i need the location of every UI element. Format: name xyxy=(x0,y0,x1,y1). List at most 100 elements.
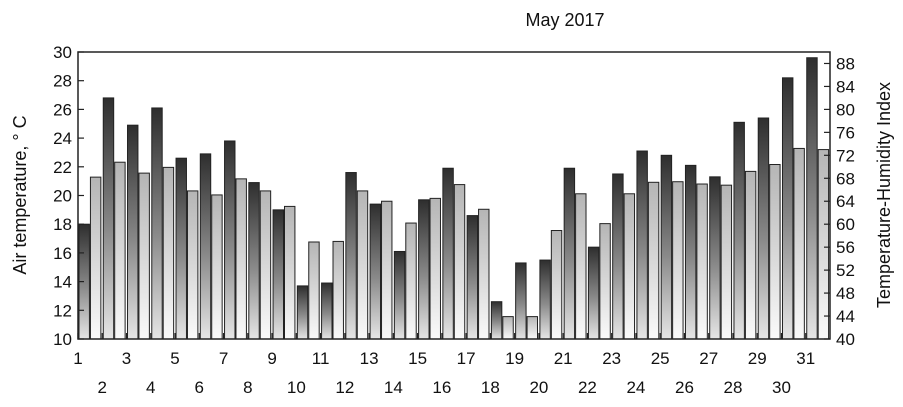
bar-thi-day-6 xyxy=(211,194,223,340)
bar-air-temperature-day-21 xyxy=(563,167,576,340)
bar-thi-day-10 xyxy=(308,241,320,340)
x-tick-label-odd: 1 xyxy=(73,349,82,368)
bar-thi-day-7 xyxy=(235,178,247,340)
bar-thi-day-30 xyxy=(793,147,805,340)
x-tick-label-odd: 25 xyxy=(651,349,670,368)
bar-air-temperature-day-18 xyxy=(490,301,503,340)
bar-air-temperature-day-10 xyxy=(296,285,309,340)
x-tick-label-odd: 13 xyxy=(360,349,379,368)
bar-air-temperature-day-15 xyxy=(418,199,430,340)
bar-air-temperature-day-9 xyxy=(272,209,284,340)
y-axis-label-left: Air temperature, ° C xyxy=(10,115,30,274)
bar-air-temperature-day-30 xyxy=(781,77,794,340)
y-left-tick-label: 10 xyxy=(53,330,72,349)
x-tick-label-odd: 11 xyxy=(312,349,330,368)
bar-air-temperature-day-4 xyxy=(151,107,163,340)
y-right-tick-label: 72 xyxy=(836,146,855,165)
bar-air-temperature-day-2 xyxy=(102,97,115,340)
y-left-tick-label: 14 xyxy=(53,273,72,292)
bar-air-temperature-day-5 xyxy=(175,157,187,340)
y-right-tick-label: 64 xyxy=(836,192,855,211)
bar-thi-day-29 xyxy=(769,164,781,340)
y-left-tick-label: 24 xyxy=(53,129,72,148)
y-left-tick-label: 20 xyxy=(53,187,72,206)
bar-thi-day-2 xyxy=(114,161,126,340)
bar-air-temperature-day-14 xyxy=(393,250,406,340)
bar-thi-day-28 xyxy=(744,170,757,340)
chart-title: May 2017 xyxy=(525,10,604,30)
bar-thi-day-21 xyxy=(575,193,587,340)
y-left-tick-label: 22 xyxy=(53,158,72,177)
bar-thi-day-13 xyxy=(381,200,393,340)
x-tick-label-even: 14 xyxy=(384,378,403,397)
bar-air-temperature-day-6 xyxy=(199,153,212,340)
bar-thi-day-14 xyxy=(405,222,417,340)
x-tick-label-odd: 27 xyxy=(699,349,718,368)
x-tick-label-even: 26 xyxy=(675,378,694,397)
bar-thi-day-18 xyxy=(502,316,514,340)
x-tick-label-odd: 9 xyxy=(267,349,276,368)
bar-air-temperature-day-29 xyxy=(757,117,770,340)
bar-thi-day-22 xyxy=(599,223,611,340)
bar-thi-day-12 xyxy=(356,190,369,340)
bar-thi-day-20 xyxy=(550,230,563,340)
x-tick-label-even: 4 xyxy=(146,378,155,397)
y-right-tick-label: 76 xyxy=(836,123,855,142)
y-right-tick-label: 44 xyxy=(836,307,855,326)
x-tick-label-odd: 7 xyxy=(219,349,228,368)
bar-thi-day-26 xyxy=(696,183,708,340)
x-tick-label-even: 28 xyxy=(724,378,743,397)
y-right-tick-label: 48 xyxy=(836,284,855,303)
bar-air-temperature-day-11 xyxy=(321,282,333,340)
bar-thi-day-5 xyxy=(186,190,199,340)
bar-air-temperature-day-26 xyxy=(684,164,697,340)
bar-thi-day-17 xyxy=(478,208,490,340)
x-tick-label-even: 18 xyxy=(481,378,500,397)
x-tick-label-odd: 23 xyxy=(602,349,621,368)
bar-air-temperature-day-3 xyxy=(127,124,139,340)
x-tick-label-even: 24 xyxy=(626,378,645,397)
bar-air-temperature-day-22 xyxy=(587,246,600,340)
y-right-tick-label: 88 xyxy=(836,54,855,73)
x-tick-label-odd: 3 xyxy=(122,349,131,368)
y-left-tick-label: 16 xyxy=(53,244,72,263)
x-tick-label-odd: 29 xyxy=(748,349,767,368)
x-tick-label-even: 2 xyxy=(98,378,107,397)
bar-thi-day-1 xyxy=(89,176,102,340)
bar-air-temperature-day-7 xyxy=(224,140,236,340)
x-tick-label-even: 10 xyxy=(287,378,306,397)
bar-air-temperature-day-24 xyxy=(636,150,648,340)
bar-air-temperature-day-12 xyxy=(345,172,357,340)
x-tick-label-even: 30 xyxy=(772,378,791,397)
bar-air-temperature-day-19 xyxy=(515,262,527,340)
bar-thi-day-8 xyxy=(259,190,272,340)
axes-layer: 1012141618202224262830404448525660646872… xyxy=(53,43,855,397)
y-left-tick-label: 18 xyxy=(53,215,72,234)
y-left-tick-label: 12 xyxy=(53,301,72,320)
bar-air-temperature-day-16 xyxy=(442,167,454,340)
bar-air-temperature-day-17 xyxy=(466,215,479,340)
bar-air-temperature-day-13 xyxy=(369,203,382,340)
y-left-tick-label: 26 xyxy=(53,100,72,119)
x-tick-label-even: 20 xyxy=(529,378,548,397)
y-right-tick-label: 80 xyxy=(836,100,855,119)
bar-thi-day-25 xyxy=(672,181,684,340)
bar-air-temperature-day-31 xyxy=(806,57,818,340)
y-right-tick-label: 56 xyxy=(836,238,855,257)
x-tick-label-even: 6 xyxy=(195,378,204,397)
y-right-tick-label: 40 xyxy=(836,330,855,349)
x-tick-label-odd: 5 xyxy=(170,349,179,368)
bar-air-temperature-day-27 xyxy=(709,176,721,340)
x-tick-label-odd: 17 xyxy=(457,349,476,368)
y-right-tick-label: 60 xyxy=(836,215,855,234)
bar-thi-day-11 xyxy=(332,240,344,340)
bar-thi-day-15 xyxy=(429,197,441,340)
bar-thi-day-23 xyxy=(623,193,636,340)
y-axis-label-right: Temperature-Humidity Index xyxy=(874,82,894,308)
bar-thi-day-4 xyxy=(162,166,175,340)
bar-thi-day-9 xyxy=(283,205,296,340)
x-tick-label-even: 8 xyxy=(243,378,252,397)
x-tick-label-even: 22 xyxy=(578,378,597,397)
bar-thi-day-3 xyxy=(138,172,150,340)
